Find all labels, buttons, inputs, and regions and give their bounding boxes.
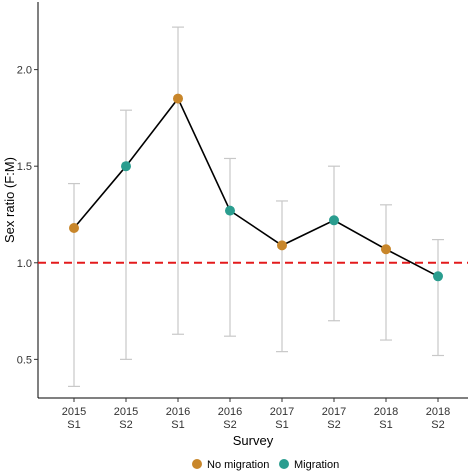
x-tick-season: S1 (379, 419, 392, 431)
x-tick-year: 2017 (322, 406, 346, 418)
series-line (73, 97, 439, 278)
x-tick-season: S1 (67, 419, 80, 431)
legend-item: Migration (279, 459, 339, 471)
legend-swatch (279, 459, 289, 469)
y-tick-label: 0.5 (17, 354, 32, 366)
x-tick-year: 2016 (218, 406, 242, 418)
data-point (329, 215, 339, 226)
data-point (277, 240, 287, 251)
y-axis-title: Sex ratio (F:M) (2, 157, 17, 243)
data-point (69, 223, 79, 234)
x-tick-year: 2018 (374, 406, 398, 418)
x-tick-labels: 2015S12015S22016S12016S22017S12017S22018… (62, 406, 450, 431)
legend-item: No migration (192, 459, 269, 471)
data-point (173, 93, 183, 104)
x-tick-season: S1 (171, 419, 184, 431)
data-point (225, 205, 235, 216)
error-bar (380, 204, 392, 341)
legend-swatch (192, 459, 202, 469)
y-tick-label: 1.0 (17, 258, 32, 270)
legend-label: No migration (207, 459, 269, 471)
error-bars (68, 26, 444, 388)
x-tick-year: 2015 (62, 406, 86, 418)
x-axis-title: Survey (233, 433, 274, 448)
error-bar (276, 200, 288, 353)
y-tick-labels: 0.5 1.0 1.5 2.0 (17, 65, 32, 367)
x-tick-season: S2 (431, 419, 444, 431)
y-tick-label: 2.0 (17, 65, 32, 77)
legend: No migration Migration (192, 459, 339, 471)
x-tick-year: 2017 (270, 406, 294, 418)
data-points (69, 93, 443, 282)
y-tick-label: 1.5 (17, 161, 32, 173)
error-bar (172, 26, 184, 335)
series-line-group (73, 97, 439, 278)
x-tick-season: S2 (119, 419, 132, 431)
axes (34, 2, 468, 402)
error-bar (328, 165, 340, 322)
error-bar (224, 157, 236, 337)
data-point (121, 161, 131, 172)
error-bar (68, 182, 80, 388)
x-tick-year: 2018 (426, 406, 450, 418)
x-tick-season: S1 (275, 419, 288, 431)
x-tick-year: 2016 (166, 406, 190, 418)
error-bar (120, 109, 132, 360)
x-tick-season: S2 (327, 419, 340, 431)
legend-label: Migration (294, 459, 339, 471)
x-tick-year: 2015 (114, 406, 138, 418)
x-tick-season: S2 (223, 419, 236, 431)
data-point (381, 244, 391, 255)
data-point (433, 271, 443, 282)
error-bar (432, 239, 444, 357)
